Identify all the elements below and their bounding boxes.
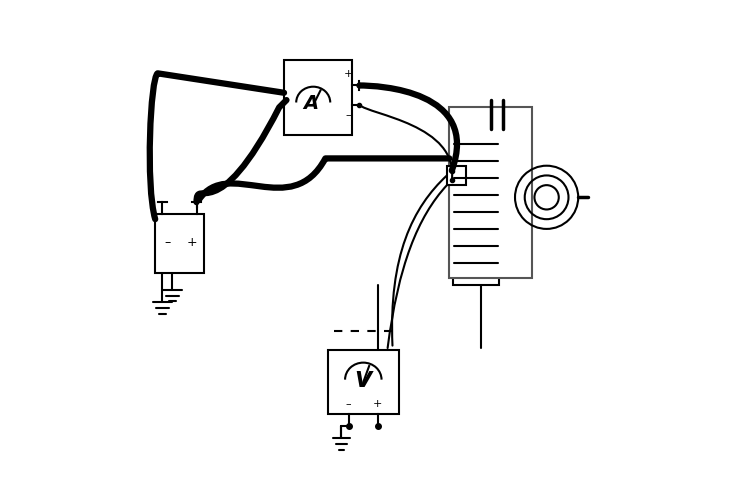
Text: A: A — [303, 94, 319, 113]
Bar — [453, 130, 499, 285]
Text: –: – — [165, 235, 171, 248]
Bar — [328, 351, 399, 414]
Text: –: – — [346, 399, 352, 408]
Text: V: V — [355, 370, 372, 390]
Text: +: + — [186, 235, 197, 248]
Text: –: – — [346, 110, 351, 120]
Bar — [284, 61, 352, 136]
Text: +: + — [373, 399, 382, 408]
Text: +: + — [343, 69, 353, 79]
Bar — [155, 215, 203, 273]
Bar — [447, 166, 467, 186]
Bar — [450, 108, 532, 278]
